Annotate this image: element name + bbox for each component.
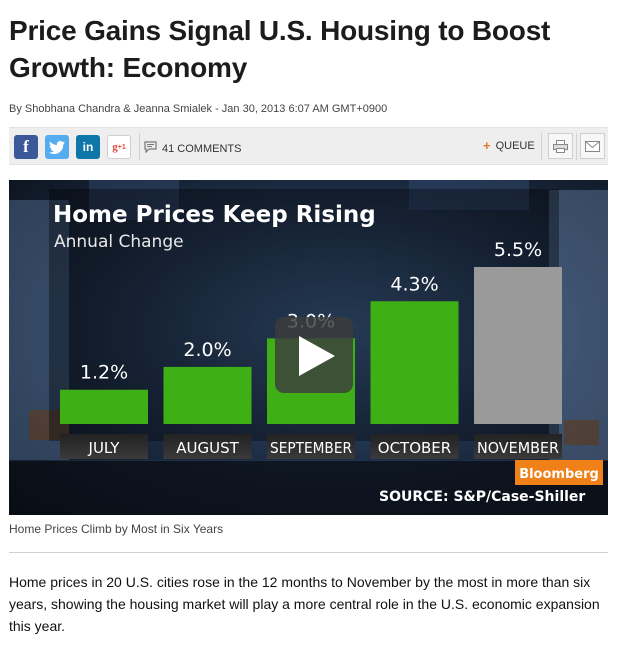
queue-label: QUEUE: [495, 140, 535, 152]
bar-chart: Home Prices Keep Rising Annual Change 1.…: [9, 180, 608, 515]
queue-plus-icon: +: [483, 138, 491, 153]
bar-value-label: 4.3%: [390, 273, 438, 295]
category-label: OCTOBER: [378, 439, 451, 457]
category-strip: [60, 434, 148, 459]
comment-bubble-icon: [144, 140, 157, 158]
toolbar-divider: [541, 133, 542, 160]
queue-button[interactable]: + QUEUE: [483, 138, 535, 153]
bar-value-label: 2.0%: [183, 339, 231, 361]
linkedin-icon[interactable]: in: [76, 135, 100, 159]
category-label: SEPTEMBER: [270, 439, 352, 457]
comments-button[interactable]: 41 COMMENTS: [144, 140, 241, 158]
category-strip: [267, 434, 355, 459]
bloomberg-logo: [515, 460, 603, 485]
chart-bar: [370, 301, 459, 424]
separator: [9, 552, 608, 553]
toolbar-divider: [576, 133, 577, 160]
source-label: SOURCE: S&P/Case-Shiller: [379, 489, 585, 505]
byline: By Shobhana Chandra & Jeanna Smialek - J…: [9, 103, 388, 115]
video-player[interactable]: Home Prices Keep Rising Annual Change 1.…: [9, 180, 608, 515]
email-icon[interactable]: [580, 133, 605, 159]
article-headline: Price Gains Signal U.S. Housing to Boost…: [9, 15, 551, 83]
chart-subtitle: Annual Change: [54, 232, 184, 252]
category-strip: [163, 434, 252, 459]
chart-bar: [474, 267, 562, 424]
category-strip: [474, 434, 562, 459]
comments-count: 41 COMMENTS: [162, 143, 242, 155]
category-strip: [370, 434, 459, 459]
video-caption: Home Prices Climb by Most in Six Years: [9, 522, 224, 536]
bar-value-label: 1.2%: [80, 362, 128, 384]
play-icon[interactable]: [275, 317, 353, 393]
category-label: AUGUST: [176, 439, 239, 457]
print-icon[interactable]: [548, 133, 573, 159]
article-body: Home prices in 20 U.S. cities rose in th…: [9, 574, 600, 634]
chart-bar: [60, 389, 148, 424]
bloomberg-label: Bloomberg: [519, 467, 599, 482]
category-label: NOVEMBER: [477, 439, 559, 457]
share-toolbar: f in g +1 41 COMMENTS + QUEUE: [9, 127, 608, 165]
toolbar-divider: [139, 133, 140, 160]
google-plus-one: +1: [117, 143, 126, 151]
google-plus-icon[interactable]: g +1: [107, 135, 131, 159]
lower-third: [9, 461, 608, 515]
bar-value-label: 5.5%: [494, 239, 542, 261]
category-label: JULY: [88, 439, 121, 457]
chart-title: Home Prices Keep Rising: [53, 202, 376, 228]
twitter-icon[interactable]: [45, 135, 69, 159]
chart-bar: [163, 366, 252, 424]
facebook-icon[interactable]: f: [14, 135, 38, 159]
google-plus-letter: g: [112, 141, 118, 153]
